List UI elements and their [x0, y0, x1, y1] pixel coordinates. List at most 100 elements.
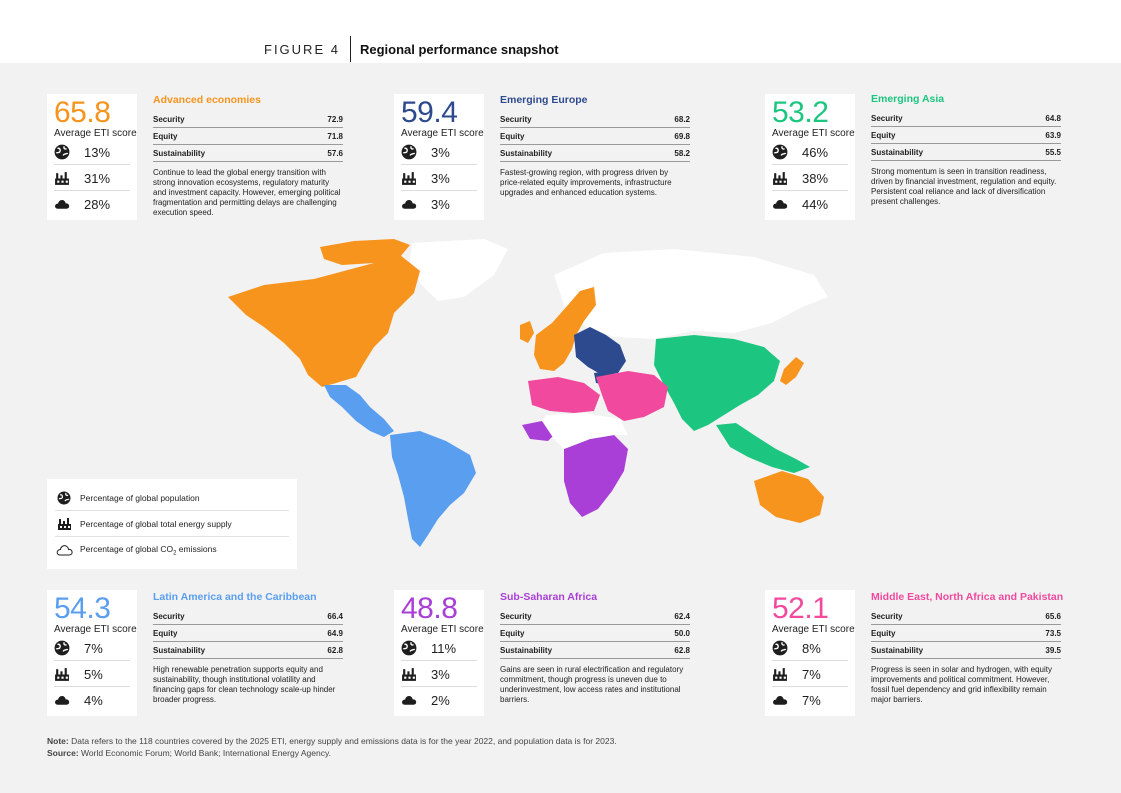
stat-emissions: 44%	[772, 192, 855, 216]
legend-item-population: Percentage of global population	[55, 485, 289, 511]
globe-icon	[401, 640, 417, 656]
stat-emissions: 7%	[772, 688, 855, 712]
cloud-co2-icon	[772, 692, 788, 708]
footnote: Note: Data refers to the 118 countries c…	[47, 735, 617, 759]
population-share: 8%	[802, 640, 821, 656]
stat-energy: 5%	[54, 662, 137, 686]
figure-label: FIGURE 4	[264, 41, 340, 57]
metric-equity: Equity 73.5	[871, 625, 1061, 642]
metric-equity: Equity 50.0	[500, 625, 690, 642]
population-share: 7%	[84, 640, 103, 656]
stat-population: 11%	[401, 636, 484, 660]
cloud-co2-icon	[401, 196, 417, 212]
score-card-ee: 59.4 Average ETI score 3% 3% 3%	[394, 94, 484, 220]
security-value: 62.4	[674, 611, 690, 621]
cloud-co2-icon	[772, 196, 788, 212]
map-region-emerging-asia	[654, 335, 780, 431]
metric-security: Security 62.4	[500, 608, 690, 625]
stat-population: 3%	[401, 140, 484, 164]
cloud-co2-icon	[55, 542, 73, 558]
score-card-me: 52.1 Average ETI score 8% 7% 7%	[765, 590, 855, 716]
map-region-north-america	[228, 255, 420, 387]
divider	[54, 660, 130, 661]
average-eti-score: 52.1	[772, 592, 829, 625]
divider	[401, 686, 477, 687]
divider	[772, 164, 848, 165]
map-region-uk	[520, 321, 534, 343]
sustainability-value: 62.8	[327, 645, 343, 655]
sustainability-value: 58.2	[674, 148, 690, 158]
factory-icon	[401, 666, 417, 682]
region-info-ea: Emerging Asia Security 64.8 Equity 63.9 Susta…	[871, 93, 1061, 207]
metric-security: Security 72.9	[153, 111, 343, 128]
stat-energy: 7%	[772, 662, 855, 686]
equity-value: 63.9	[1045, 130, 1061, 140]
score-caption: Average ETI score	[772, 128, 855, 139]
map-region-canada-islands	[320, 239, 410, 265]
divider	[401, 190, 477, 191]
region-description: Strong momentum is seen in transition re…	[871, 167, 1057, 206]
factory-icon	[54, 170, 70, 186]
average-eti-score: 53.2	[772, 96, 829, 129]
emissions-share: 28%	[84, 196, 111, 212]
score-card-ea: 53.2 Average ETI score 46% 38% 44%	[765, 94, 855, 220]
map-region-western-europe	[534, 287, 596, 371]
metric-equity: Equity 69.8	[500, 128, 690, 145]
region-description: Fastest-growing region, with progress dr…	[500, 168, 672, 197]
stat-emissions: 28%	[54, 192, 137, 216]
score-card-la: 54.3 Average ETI score 7% 5% 4%	[47, 590, 137, 716]
energy-share: 3%	[431, 170, 450, 186]
region-info-ae: Advanced economies Security 72.9 Equity 71.8…	[153, 94, 343, 218]
factory-icon	[401, 170, 417, 186]
region-name: Sub-Saharan Africa	[500, 591, 598, 603]
score-caption: Average ETI score	[54, 624, 137, 635]
region-description: Gains are seen in rural electrification …	[500, 665, 684, 704]
energy-share: 31%	[84, 170, 111, 186]
sustainability-value: 55.5	[1045, 147, 1061, 157]
map-region-japan	[780, 357, 804, 385]
energy-share: 38%	[802, 170, 829, 186]
legend-label: Percentage of global total energy supply	[80, 518, 232, 529]
region-info-la: Latin America and the Caribbean Security 6…	[153, 591, 343, 705]
stat-energy: 3%	[401, 166, 484, 190]
population-share: 46%	[802, 144, 829, 160]
factory-icon	[55, 516, 73, 532]
cloud-co2-icon	[54, 692, 70, 708]
map-region-sub-saharan-africa	[564, 435, 628, 517]
population-share: 11%	[431, 640, 457, 656]
emissions-share: 7%	[802, 692, 821, 708]
divider	[772, 686, 848, 687]
emissions-share: 4%	[84, 692, 103, 708]
equity-value: 50.0	[674, 628, 690, 638]
factory-icon	[772, 170, 788, 186]
energy-share: 7%	[802, 666, 821, 682]
population-share: 13%	[84, 144, 111, 160]
region-info-me: Middle East, North Africa and Pakistan Se…	[871, 591, 1063, 705]
region-description: Progress is seen in solar and hydrogen, …	[871, 665, 1052, 704]
security-value: 65.6	[1045, 611, 1061, 621]
metric-equity: Equity 63.9	[871, 127, 1061, 144]
stat-emissions: 4%	[54, 688, 137, 712]
cloud-co2-icon	[54, 196, 70, 212]
metric-sustainability: Sustainability 62.8	[153, 642, 343, 659]
security-value: 68.2	[674, 114, 690, 124]
equity-value: 71.8	[327, 131, 343, 141]
region-name: Advanced economies	[153, 94, 261, 106]
map-region-south-america	[390, 431, 476, 547]
map-region-middle-east	[596, 371, 668, 421]
stat-population: 13%	[54, 140, 137, 164]
legend-label: Percentage of global population	[80, 492, 200, 503]
score-caption: Average ETI score	[54, 128, 137, 139]
energy-share: 3%	[431, 666, 450, 682]
equity-value: 64.9	[327, 628, 343, 638]
security-value: 72.9	[327, 114, 343, 124]
metric-sustainability: Sustainability 55.5	[871, 144, 1061, 161]
region-name: Latin America and the Caribbean	[153, 591, 317, 603]
metric-security: Security 66.4	[153, 608, 343, 625]
metric-security: Security 68.2	[500, 111, 690, 128]
map-region-southeast-asia	[716, 423, 810, 473]
metric-sustainability: Sustainability 57.6	[153, 145, 343, 162]
map-uncovered-central-africa	[542, 413, 628, 449]
metric-sustainability: Sustainability 62.8	[500, 642, 690, 659]
map-region-australia	[754, 471, 824, 523]
